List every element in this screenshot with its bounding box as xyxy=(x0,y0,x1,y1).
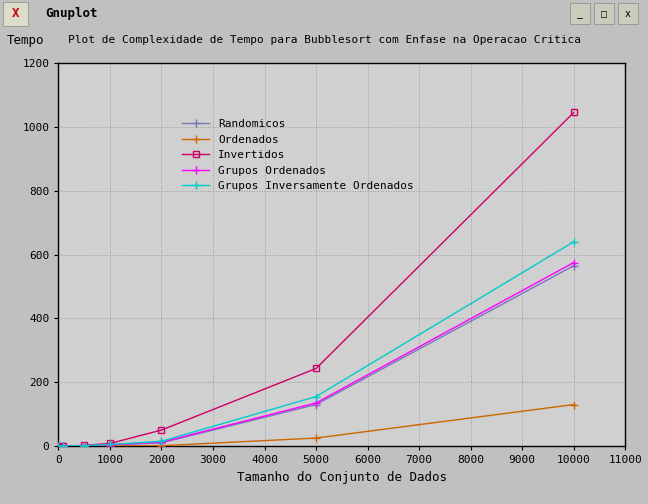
Text: x: x xyxy=(625,9,631,19)
Text: Tempo: Tempo xyxy=(6,34,44,47)
Text: X: X xyxy=(12,8,19,20)
Legend: Randomicos, Ordenados, Invertidos, Grupos Ordenados, Grupos Inversamente Ordenad: Randomicos, Ordenados, Invertidos, Grupo… xyxy=(178,114,419,196)
FancyBboxPatch shape xyxy=(594,4,614,24)
Text: Gnuplot: Gnuplot xyxy=(45,8,98,20)
Text: Plot de Complexidade de Tempo para Bubblesort com Enfase na Operacao Critica: Plot de Complexidade de Tempo para Bubbl… xyxy=(67,35,581,45)
FancyBboxPatch shape xyxy=(570,4,590,24)
Text: □: □ xyxy=(601,9,607,19)
FancyBboxPatch shape xyxy=(618,4,638,24)
X-axis label: Tamanho do Conjunto de Dados: Tamanho do Conjunto de Dados xyxy=(237,471,447,484)
FancyBboxPatch shape xyxy=(3,2,28,26)
Text: _: _ xyxy=(577,9,583,19)
